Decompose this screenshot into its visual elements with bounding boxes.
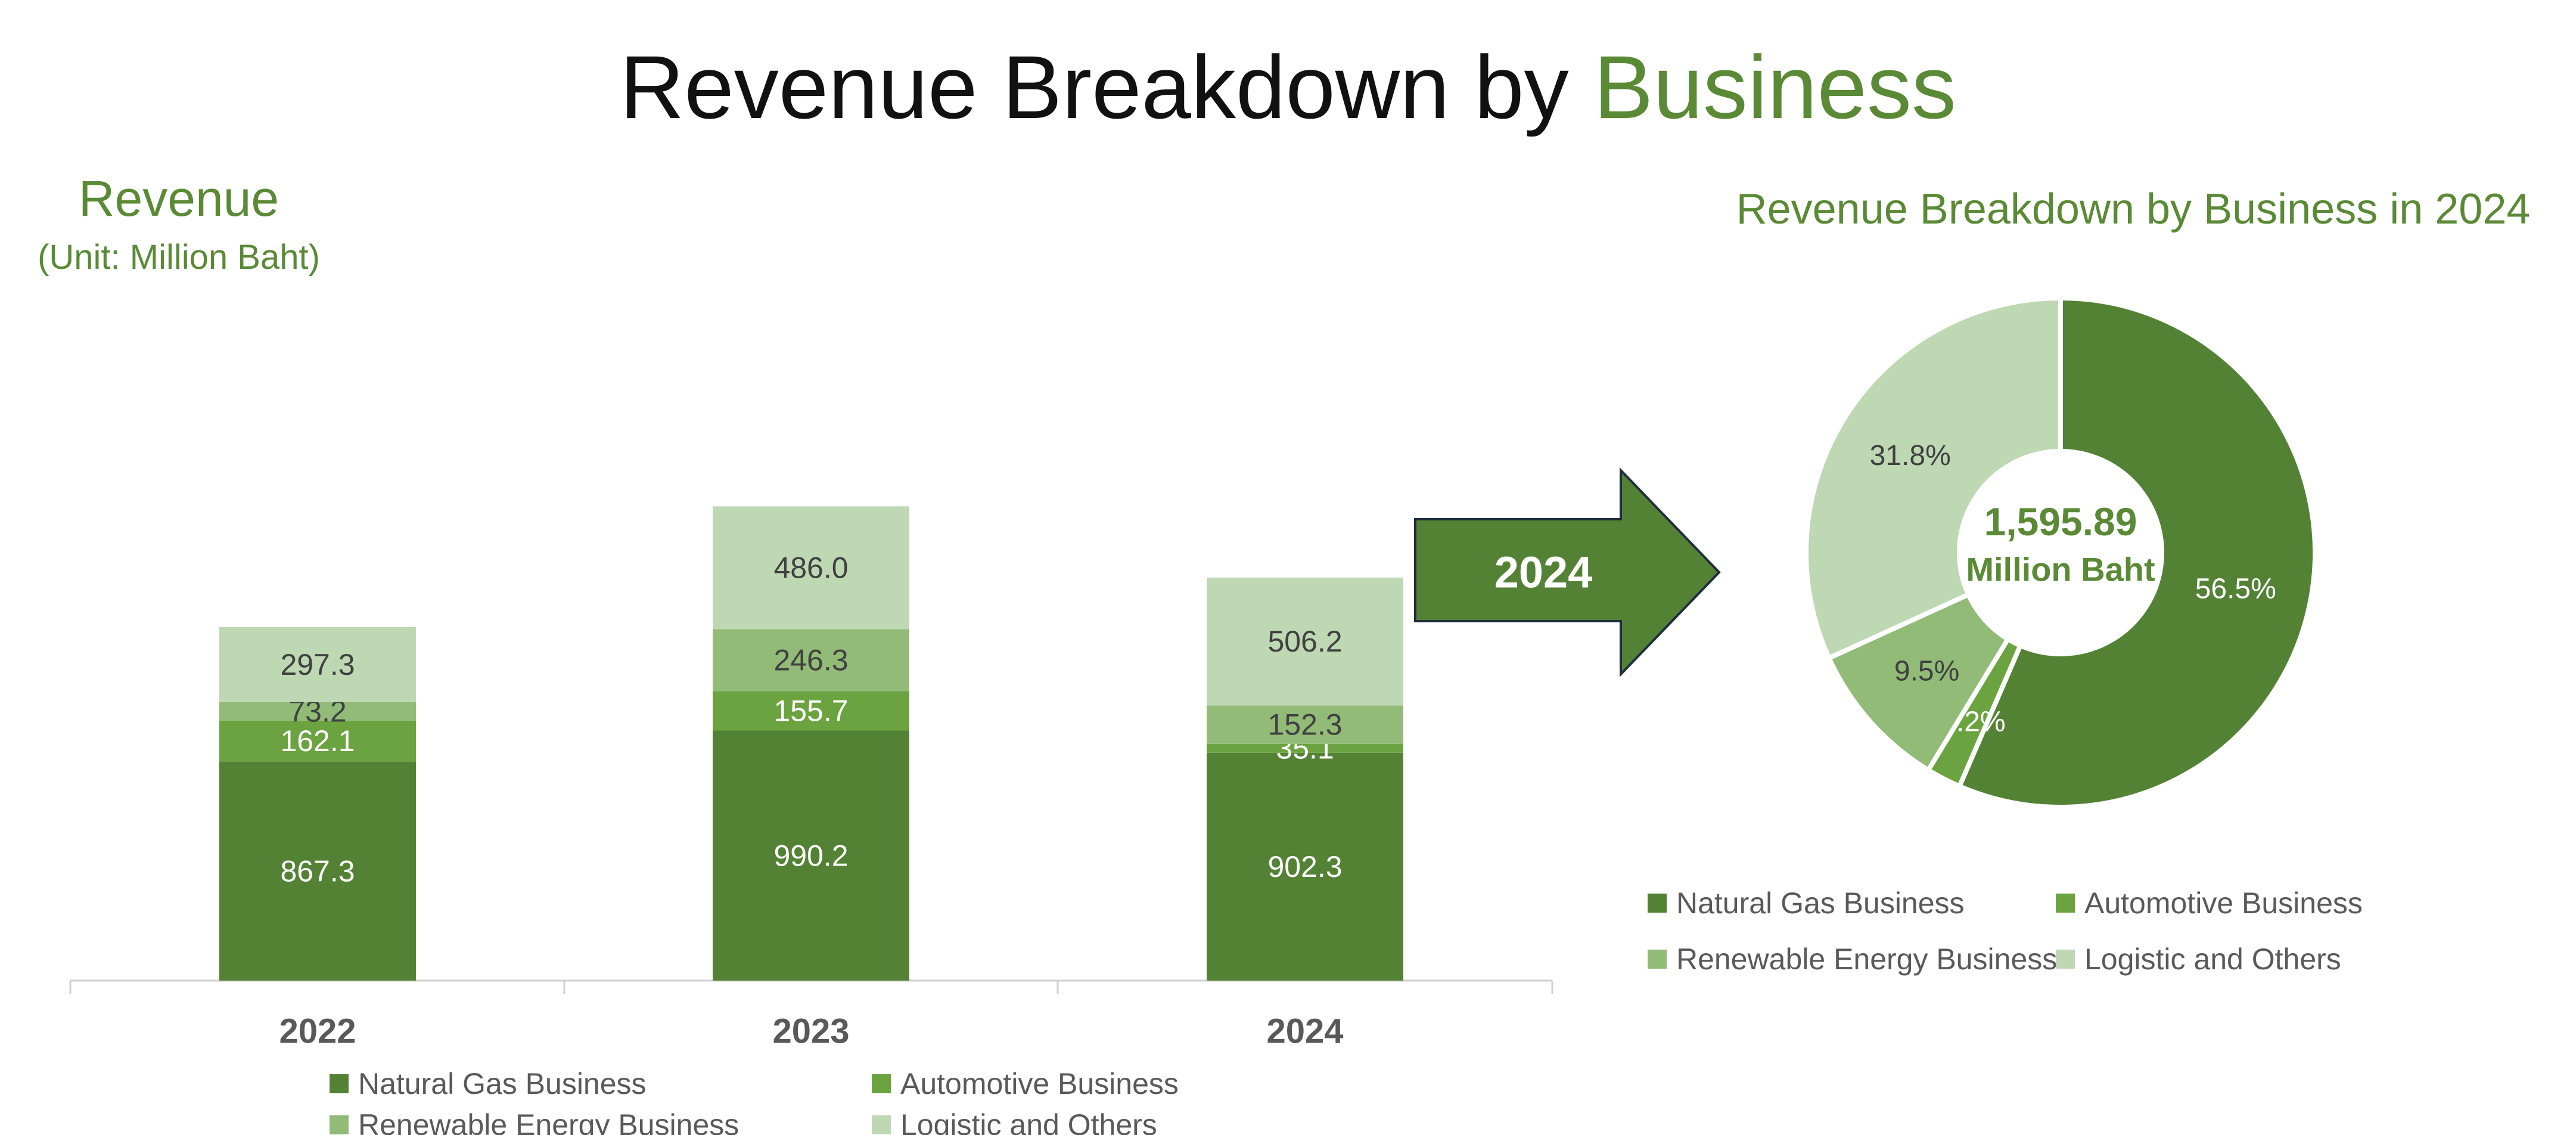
bar-segment — [1207, 577, 1403, 706]
arrow-label: 2024 — [1494, 548, 1593, 597]
bar-segment — [713, 730, 909, 981]
legend-label: Logistic and Others — [900, 1108, 1157, 1135]
stacked-bar-chart: 867.3162.173.2297.32022990.2155.7246.348… — [69, 506, 1553, 1135]
donut-slice — [1804, 295, 2063, 662]
bar-data-label: 155.7 — [773, 694, 848, 728]
year-arrow: 2024 — [1414, 467, 1721, 677]
donut-data-label: 31.8% — [1870, 440, 1951, 472]
page-title-main: Revenue Breakdown by — [620, 37, 1594, 137]
arrow-shape — [1414, 467, 1721, 677]
bar-data-label: 152.3 — [1267, 708, 1342, 742]
legend-label: Automotive Business — [2084, 886, 2363, 920]
donut-data-label: 9.5% — [1894, 656, 1959, 687]
donut-data-label: 56.5% — [2195, 573, 2276, 604]
donut-center-value: 1,595.89 — [1984, 500, 2137, 544]
legend-swatch — [1648, 894, 1667, 913]
bar-segment — [219, 761, 416, 981]
donut-chart-title: Revenue Breakdown by Business in 2024 — [1736, 185, 2531, 233]
bar-data-label: 506.2 — [1267, 625, 1342, 658]
bar-data-label: 990.2 — [773, 839, 848, 872]
legend-label: Automotive Business — [900, 1067, 1179, 1100]
legend-swatch — [2056, 950, 2075, 969]
bar-segment — [219, 702, 416, 721]
bar-segment — [1207, 752, 1403, 981]
bar-chart-title: Revenue — [78, 170, 279, 227]
legend-swatch — [872, 1074, 891, 1093]
legend-swatch — [330, 1115, 349, 1134]
bar-segment — [713, 506, 909, 629]
bar-segment — [219, 720, 416, 762]
legend-swatch — [2056, 894, 2075, 913]
legend-swatch — [330, 1074, 349, 1093]
page-title: Revenue Breakdown by Business — [0, 36, 2576, 139]
bar-segment — [219, 627, 416, 702]
x-tick-label: 2022 — [279, 1012, 356, 1051]
legend-label: Logistic and Others — [2084, 942, 2341, 976]
page-title-accent: Business — [1593, 37, 1956, 137]
bar-segment — [1207, 705, 1403, 744]
x-tick-label: 2023 — [772, 1012, 849, 1051]
bar-data-label: 902.3 — [1267, 850, 1342, 883]
bar-data-label: 162.1 — [280, 724, 355, 758]
legend-swatch — [1648, 950, 1667, 969]
x-tick-label: 2024 — [1266, 1012, 1343, 1051]
bar-data-label: 246.3 — [773, 643, 848, 677]
bar-data-label: 867.3 — [280, 854, 355, 888]
bar-segment — [713, 691, 909, 731]
bar-segment — [713, 629, 909, 691]
legend-label: Renewable Energy Business — [358, 1108, 739, 1135]
bar-chart-unit: (Unit: Million Baht) — [38, 238, 320, 277]
donut-slice — [1956, 295, 2317, 810]
legend-label: Renewable Energy Business — [1676, 942, 2057, 976]
donut-center-unit: Million Baht — [1966, 551, 2155, 588]
legend-label: Natural Gas Business — [358, 1067, 647, 1100]
bar-segment — [1207, 743, 1403, 753]
bar-data-label: 297.3 — [280, 648, 355, 681]
legend-label: Natural Gas Business — [1676, 886, 1965, 920]
legend-swatch — [872, 1115, 891, 1134]
bar-data-label: 486.0 — [773, 551, 848, 584]
